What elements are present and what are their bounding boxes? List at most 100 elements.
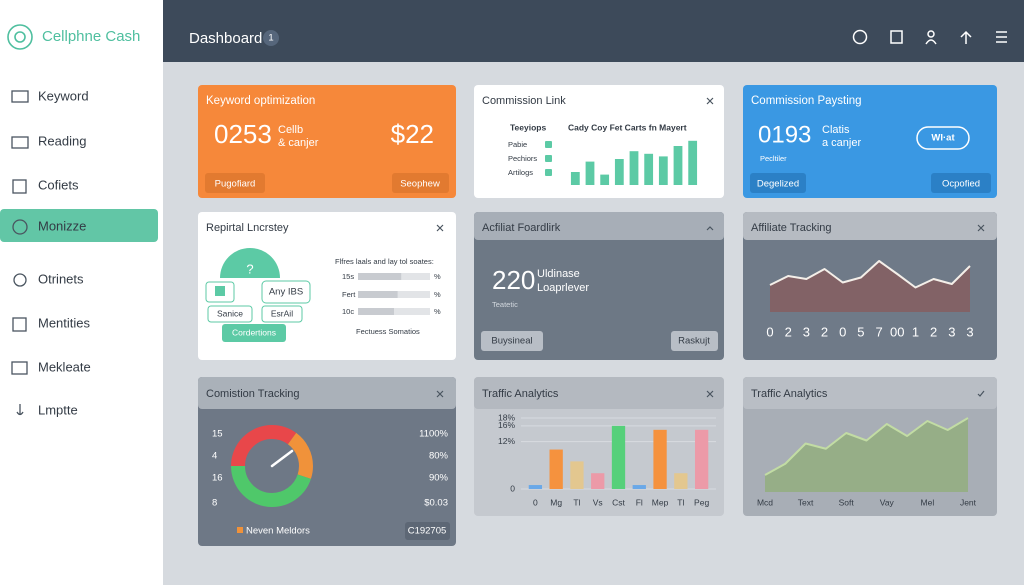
button[interactable] bbox=[392, 173, 449, 193]
logo-icon-inner bbox=[14, 31, 26, 43]
list-item: Artilogs bbox=[508, 168, 533, 177]
nav-item[interactable]: Reading bbox=[38, 133, 86, 148]
x-tick-label: 5 bbox=[857, 324, 864, 339]
progress-title: Flfres laals and lay tol soates: bbox=[335, 257, 434, 266]
bar bbox=[549, 449, 563, 489]
x-tick-label: Peg bbox=[694, 497, 709, 507]
button-label[interactable]: Buysineal bbox=[491, 336, 532, 347]
nav-item[interactable]: Mekleate bbox=[38, 359, 91, 374]
button[interactable] bbox=[671, 331, 718, 351]
collapse-icon[interactable] bbox=[706, 226, 714, 231]
sub-caption: Pecltiler bbox=[760, 154, 787, 163]
button-label[interactable]: Seophew bbox=[400, 179, 440, 190]
x-tick-label: Jent bbox=[960, 497, 977, 507]
x-tick-label: Cst bbox=[612, 497, 625, 507]
list-item: Pechiors bbox=[508, 154, 537, 163]
code-label: C192705 bbox=[408, 526, 447, 537]
button-label[interactable]: Raskujt bbox=[678, 336, 710, 347]
badge bbox=[263, 30, 279, 46]
bar bbox=[658, 156, 668, 185]
x-tick-label: 2 bbox=[785, 324, 792, 339]
button[interactable] bbox=[931, 173, 991, 193]
close-icon[interactable] bbox=[706, 97, 714, 105]
x-tick-label: Soft bbox=[839, 497, 855, 507]
x-tick-label: 3 bbox=[803, 324, 810, 339]
bar bbox=[674, 473, 688, 489]
button[interactable] bbox=[222, 324, 286, 342]
logo-icon bbox=[7, 24, 33, 50]
x-tick-label: Mep bbox=[652, 497, 669, 507]
caption: & canjer bbox=[278, 137, 319, 149]
nav-item[interactable]: Otrinets bbox=[38, 271, 84, 286]
check-icon[interactable] bbox=[977, 390, 985, 397]
card-title: Keyword optimization bbox=[206, 95, 315, 107]
x-tick-label: Mcd bbox=[757, 497, 773, 507]
nav-item[interactable]: Lmptte bbox=[38, 402, 78, 417]
bar bbox=[528, 485, 543, 489]
doc-icon[interactable] bbox=[890, 30, 903, 44]
tag-label: Sanice bbox=[217, 308, 243, 318]
up-icon[interactable] bbox=[960, 30, 972, 44]
badge bbox=[916, 126, 970, 150]
bar bbox=[611, 425, 626, 489]
logo-text: Cellphne Cash bbox=[42, 28, 140, 45]
caption: Uldinase bbox=[537, 268, 580, 280]
x-tick-label: Tl bbox=[677, 497, 684, 507]
nav-item[interactable]: Cofiets bbox=[38, 177, 79, 192]
line bbox=[764, 417, 969, 476]
card-title: Repirtal Lncrstey bbox=[206, 222, 289, 234]
tag bbox=[207, 305, 253, 323]
nav-item[interactable]: Mentities bbox=[38, 315, 91, 330]
user-icon[interactable] bbox=[925, 30, 937, 45]
badge-text: 1 bbox=[268, 33, 273, 44]
card bbox=[198, 212, 456, 360]
nav-item[interactable]: Keyword bbox=[38, 88, 89, 103]
row-label: 15 bbox=[212, 429, 223, 440]
card-controls[interactable] bbox=[436, 97, 985, 398]
area bbox=[765, 418, 968, 492]
clock-icon[interactable] bbox=[852, 29, 868, 45]
caption: Cellb bbox=[278, 124, 303, 136]
list-item: Pabie bbox=[508, 140, 527, 149]
close-icon[interactable] bbox=[436, 224, 444, 232]
bar bbox=[688, 140, 698, 185]
bar bbox=[614, 159, 624, 185]
close-icon[interactable] bbox=[436, 390, 444, 398]
progress-unit: % bbox=[434, 307, 441, 316]
active-nav bbox=[0, 209, 158, 242]
button[interactable] bbox=[750, 173, 806, 193]
menu-icon[interactable] bbox=[996, 31, 1007, 43]
row-value: $0.03 bbox=[424, 498, 448, 509]
list-marker bbox=[545, 141, 552, 148]
button-label[interactable]: Degelized bbox=[757, 179, 799, 190]
nav-item[interactable]: Monizze bbox=[38, 218, 86, 233]
sidebar bbox=[0, 0, 163, 585]
button-label[interactable]: Ocpofied bbox=[942, 179, 980, 190]
button-label[interactable]: Pugofiard bbox=[215, 179, 256, 190]
card-title: Acfiliat Foardlirk bbox=[482, 222, 561, 234]
icon bbox=[12, 317, 27, 332]
y-tick-label: 16% bbox=[498, 420, 515, 430]
card-title: Traffic Analytics bbox=[482, 388, 559, 400]
icon bbox=[11, 136, 29, 149]
x-tick-label: Mg bbox=[550, 497, 562, 507]
close-icon[interactable] bbox=[706, 390, 714, 398]
card-title: Comistion Tracking bbox=[206, 388, 300, 400]
button-label[interactable]: Cordertions bbox=[232, 327, 276, 337]
caption: Clatis bbox=[822, 124, 850, 136]
header-icons[interactable] bbox=[852, 29, 1008, 45]
x-tick-label: Vay bbox=[880, 497, 895, 507]
x-tick-label: 7 bbox=[875, 324, 882, 339]
row-value: 1100% bbox=[419, 429, 448, 440]
button[interactable] bbox=[481, 331, 543, 351]
progress-label: 15s bbox=[342, 272, 354, 281]
card-title: Traffic Analytics bbox=[751, 388, 828, 400]
donut-segment bbox=[231, 425, 313, 507]
button[interactable] bbox=[205, 173, 265, 193]
x-tick-label: 0 bbox=[766, 324, 773, 339]
tag-label: EsrAil bbox=[271, 308, 293, 318]
row-value: 80% bbox=[429, 451, 449, 462]
illustration bbox=[220, 248, 280, 278]
tag bbox=[261, 280, 311, 304]
close-icon[interactable] bbox=[977, 224, 985, 232]
